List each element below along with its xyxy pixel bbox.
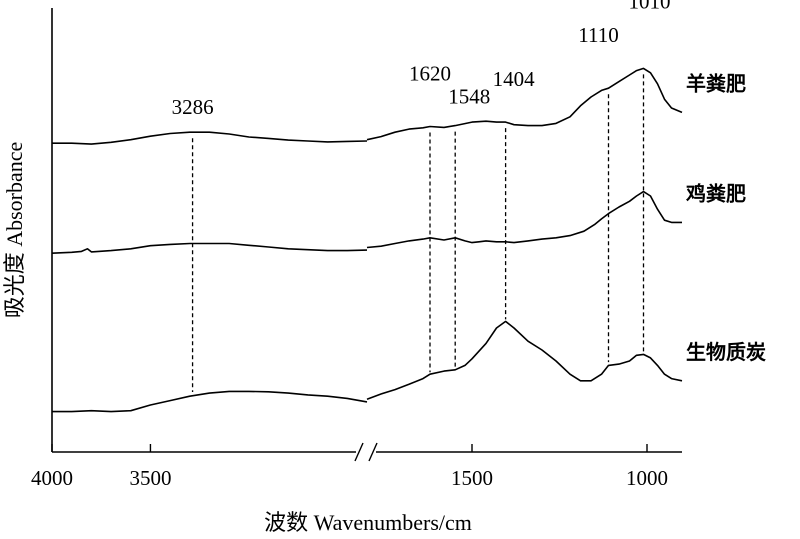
peak-label-1110: 1110 <box>578 23 618 47</box>
axis-break-mark <box>354 442 364 462</box>
peak-label-1548: 1548 <box>448 85 490 109</box>
series-label: 羊粪肥 <box>686 71 746 95</box>
x-tick-label: 3500 <box>129 466 171 490</box>
curves-layer <box>51 67 683 413</box>
peak-label-1010: 1010 <box>629 0 671 13</box>
labels-layer: 4000 3500 1500 1000 波数 Wavenumbers/cm 吸光度 Abs… <box>2 0 766 535</box>
spectrum-curve-1-part-1 <box>52 131 368 145</box>
x-axis-title: 波数 Wavenumbers/cm <box>264 510 472 535</box>
spectrum-curve-3-part-1 <box>52 390 368 413</box>
peak-lines-layer <box>191 74 645 392</box>
spectrum-curve-2-part-1 <box>51 242 368 254</box>
x-tick-label: 1000 <box>626 466 668 490</box>
peak-label-1404: 1404 <box>493 67 536 91</box>
x-tick-label: 1500 <box>451 466 493 490</box>
series-label: 鸡粪肥 <box>685 181 746 205</box>
axes-layer <box>51 8 682 462</box>
x-tick-label: 4000 <box>31 466 73 490</box>
axis-break-mark <box>368 442 378 462</box>
spectrum-curve-3-part-2 <box>366 320 683 401</box>
peak-label-1620: 1620 <box>409 61 451 85</box>
spectrum-curve-2-part-2 <box>366 190 682 249</box>
y-axis-title: 吸光度 Absorbance <box>2 142 27 319</box>
peak-label-3286: 3286 <box>172 95 214 119</box>
series-label: 生物质炭 <box>686 340 766 364</box>
spectrum-curve-1-part-2 <box>366 67 683 141</box>
